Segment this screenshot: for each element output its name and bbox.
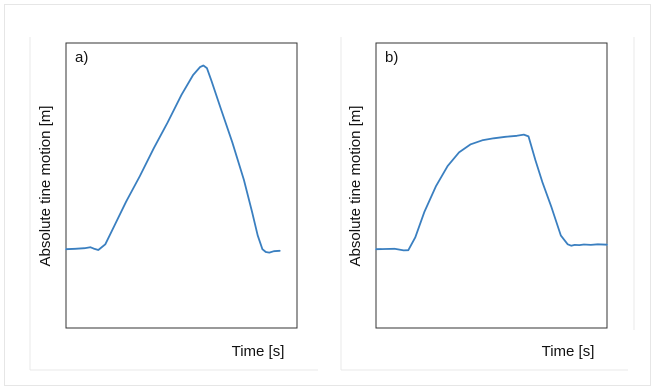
figure-frame — [4, 4, 651, 386]
panel-label-b: b) — [385, 49, 398, 66]
y-axis-label-a: Absolute tine motion [m] — [37, 106, 54, 267]
x-axis-label-a: Time [s] — [232, 343, 285, 360]
panel-label-a: a) — [75, 49, 88, 66]
panel-a-cell — [29, 37, 318, 371]
series-line-b — [375, 133, 608, 252]
panel-b-cell — [340, 37, 635, 371]
series-line-a — [65, 64, 281, 254]
y-axis-label-b: Absolute tine motion [m] — [347, 106, 364, 267]
chart-panel-b: b) Absolute tine motion [m] Time [s] — [347, 42, 608, 360]
plot-area-b — [375, 42, 608, 329]
chart-panel-a: a) Absolute tine motion [m] Time [s] — [37, 42, 298, 360]
plot-area-a — [65, 42, 298, 329]
x-axis-label-b: Time [s] — [542, 343, 595, 360]
